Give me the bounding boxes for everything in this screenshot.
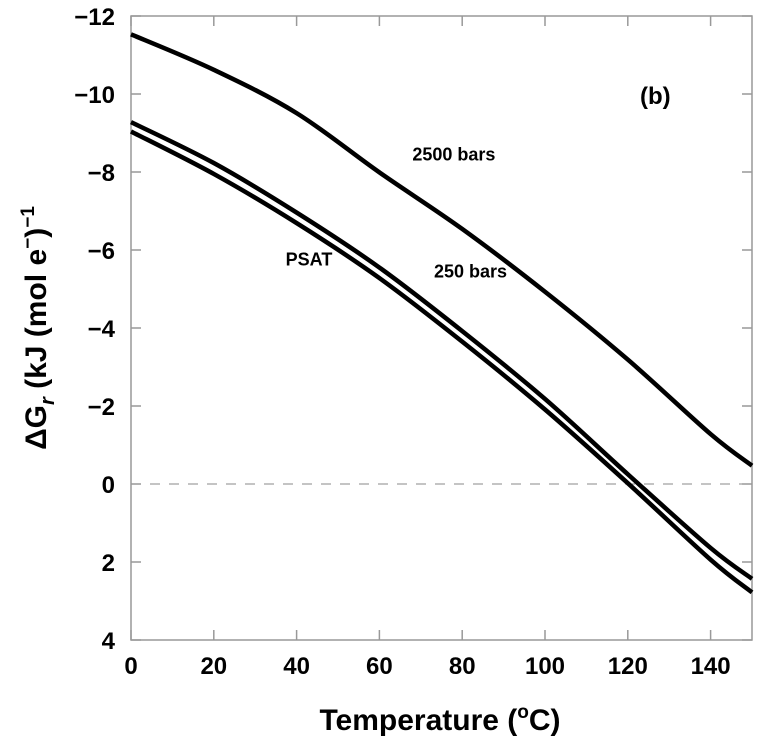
x-tick-label: 120: [608, 653, 648, 680]
y-tick-label: −2: [88, 394, 115, 421]
panel-label: (b): [640, 83, 671, 110]
y-tick-label: 0: [102, 472, 115, 499]
y-tick-label: 2: [102, 550, 115, 577]
series-line-psat: [129, 129, 754, 595]
series-line-250-bars: [130, 120, 754, 581]
x-tick-label: 40: [283, 653, 310, 680]
y-tick-label: −10: [74, 82, 115, 109]
x-tick-label: 0: [124, 653, 137, 680]
y-tick-label: −6: [88, 238, 115, 265]
x-tick-label: 20: [200, 653, 227, 680]
series-label-250-bars: 250 bars: [434, 261, 507, 281]
x-tick-label: 140: [691, 653, 731, 680]
y-tick-label: 4: [102, 628, 116, 655]
x-tick-label: 60: [366, 653, 393, 680]
series-line-2500-bars: [130, 32, 754, 468]
y-tick-label: −4: [88, 316, 116, 343]
x-axis-label: Temperature (oC): [319, 702, 560, 737]
x-tick-label: 80: [449, 653, 476, 680]
y-tick-label: −8: [88, 160, 115, 187]
series-label-psat: PSAT: [286, 250, 333, 270]
y-tick-label: −12: [74, 4, 115, 31]
y-axis-label: ΔGr (kJ (mol e−)−1: [18, 206, 59, 450]
x-tick-label: 100: [525, 653, 565, 680]
series-label-2500-bars: 2500 bars: [412, 144, 495, 164]
